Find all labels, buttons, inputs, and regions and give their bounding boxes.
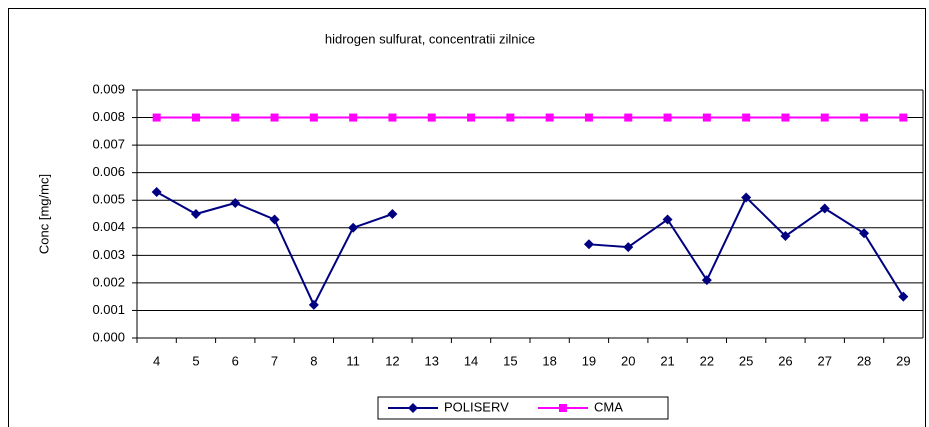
- x-tick-label: 12: [385, 353, 399, 368]
- data-point: [309, 113, 318, 122]
- data-point: [545, 113, 554, 122]
- y-tick-label: 0.007: [92, 137, 125, 152]
- y-tick-label: 0.009: [92, 81, 125, 96]
- y-tick-label: 0.002: [92, 274, 125, 289]
- data-point: [230, 197, 241, 208]
- data-point: [623, 242, 634, 253]
- data-point: [662, 214, 673, 225]
- y-tick-label: 0.004: [92, 219, 125, 234]
- data-point: [427, 113, 436, 122]
- data-point: [663, 113, 672, 122]
- y-tick-label: 0.005: [92, 192, 125, 207]
- y-tick-label: 0.006: [92, 164, 125, 179]
- y-tick-label: 0.003: [92, 247, 125, 262]
- x-tick-label: 5: [192, 353, 199, 368]
- x-tick-label: 13: [425, 353, 439, 368]
- y-tick-label: 0.000: [92, 329, 125, 344]
- legend-marker: [559, 404, 567, 412]
- data-point: [898, 291, 909, 302]
- data-point: [270, 113, 279, 122]
- x-tick-label: 7: [271, 353, 278, 368]
- data-point: [859, 228, 870, 239]
- data-point: [583, 239, 594, 250]
- x-tick-label: 6: [232, 353, 239, 368]
- data-point: [151, 186, 162, 197]
- x-tick-label: 29: [896, 353, 910, 368]
- x-tick-label: 19: [582, 353, 596, 368]
- x-tick-label: 25: [739, 353, 753, 368]
- data-point: [190, 209, 201, 219]
- legend-label: CMA: [594, 399, 623, 414]
- data-point: [308, 299, 319, 310]
- data-point: [467, 113, 476, 122]
- data-point: [781, 113, 790, 122]
- chart-frame: [8, 8, 926, 427]
- x-tick-label: 26: [778, 353, 792, 368]
- data-point: [701, 275, 712, 286]
- x-tick-label: 14: [464, 353, 478, 368]
- x-tick-label: 21: [660, 353, 674, 368]
- data-point: [780, 231, 791, 242]
- data-point: [388, 113, 397, 122]
- data-point: [584, 113, 593, 122]
- data-point: [387, 209, 398, 219]
- data-point: [702, 113, 711, 122]
- legend-marker: [408, 403, 418, 413]
- legend-box: [377, 396, 669, 420]
- data-point: [899, 113, 908, 122]
- chart-title: hidrogen sulfurat, concentratii zilnice: [325, 31, 535, 46]
- x-tick-label: 11: [346, 353, 360, 368]
- data-point: [819, 203, 830, 214]
- data-point: [506, 113, 515, 122]
- data-point: [231, 113, 240, 122]
- data-point: [191, 113, 200, 122]
- data-point: [269, 214, 280, 225]
- y-tick-label: 0.001: [92, 302, 125, 317]
- x-tick-label: 28: [857, 353, 871, 368]
- data-point: [348, 222, 359, 233]
- data-point: [820, 113, 829, 122]
- data-point: [742, 113, 751, 122]
- x-tick-label: 18: [542, 353, 556, 368]
- y-axis-label: Conc [mg/mc]: [36, 174, 51, 254]
- x-tick-label: 27: [818, 353, 832, 368]
- x-tick-label: 4: [153, 353, 160, 368]
- data-point: [860, 113, 869, 122]
- data-point: [349, 113, 358, 122]
- y-tick-label: 0.008: [92, 109, 125, 124]
- legend-label: POLISERV: [444, 399, 509, 414]
- x-tick-label: 22: [700, 353, 714, 368]
- data-point: [624, 113, 633, 122]
- x-tick-label: 20: [621, 353, 635, 368]
- data-point: [152, 113, 161, 122]
- data-point: [741, 192, 752, 203]
- x-tick-label: 8: [310, 353, 317, 368]
- x-tick-label: 15: [503, 353, 517, 368]
